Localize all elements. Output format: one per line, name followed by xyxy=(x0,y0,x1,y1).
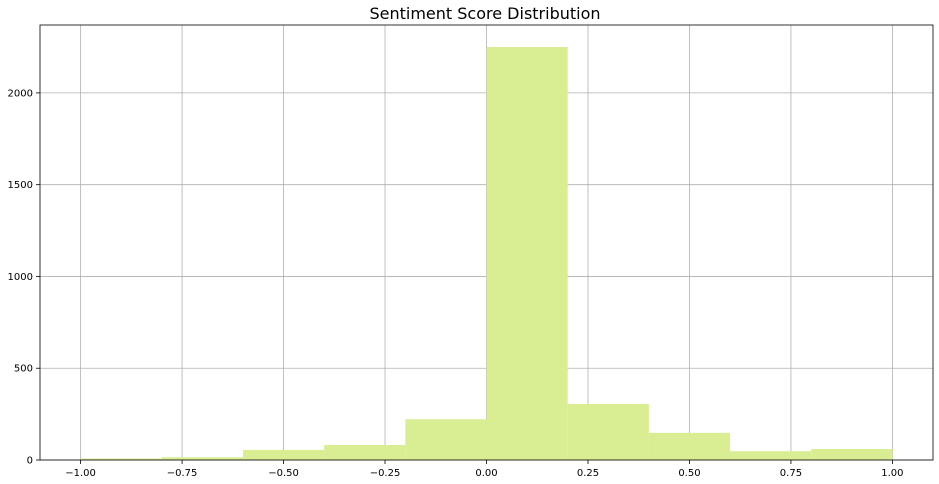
y-tick-label: 0 xyxy=(27,456,33,467)
histogram-bar xyxy=(567,404,649,460)
histogram-bar xyxy=(486,47,568,460)
y-tick-label: 1500 xyxy=(8,180,33,191)
histogram-bar xyxy=(405,419,487,460)
histogram-bar xyxy=(324,444,406,460)
y-axis: 0 500 1000 1500 2000 xyxy=(8,88,40,467)
x-tick-label: −0.25 xyxy=(370,468,401,479)
histogram-bar xyxy=(161,457,243,460)
x-tick-label: 0.75 xyxy=(780,468,802,479)
x-tick-label: −0.75 xyxy=(167,468,198,479)
bars-layer xyxy=(80,47,893,460)
y-tick-label: 500 xyxy=(14,364,33,375)
histogram-bar xyxy=(80,458,162,460)
x-tick-label: 0.00 xyxy=(475,468,497,479)
x-tick-label: 0.25 xyxy=(577,468,599,479)
y-tick-label: 2000 xyxy=(8,88,33,99)
histogram-bar xyxy=(648,432,731,460)
x-tick-label: −0.50 xyxy=(268,468,299,479)
y-tick-label: 1000 xyxy=(8,272,33,283)
histogram-bar xyxy=(811,448,893,460)
x-tick-label: −1.00 xyxy=(65,468,96,479)
x-axis: −1.00 −0.75 −0.50 −0.25 0.00 0.25 0.50 0.75 1.00 xyxy=(65,460,904,479)
chart-title: Sentiment Score Distribution xyxy=(369,4,600,23)
x-tick-label: 0.50 xyxy=(678,468,700,479)
histogram-bar xyxy=(730,451,812,460)
x-tick-label: 1.00 xyxy=(881,468,903,479)
histogram-bar xyxy=(242,449,325,460)
